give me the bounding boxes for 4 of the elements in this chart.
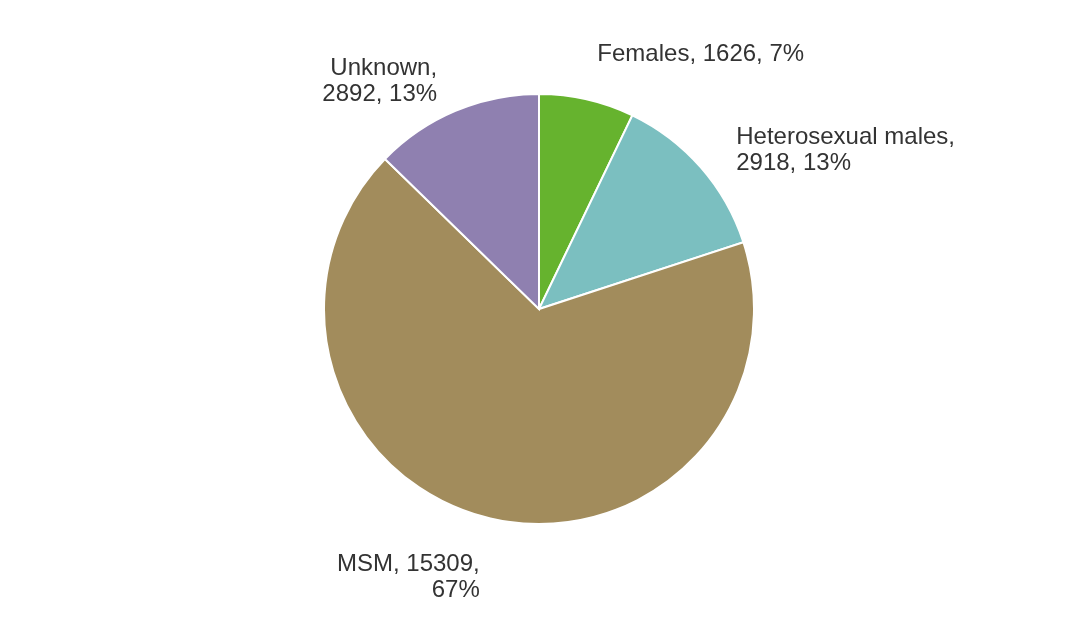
slice-label: Females, 1626, 7% [597, 38, 805, 66]
slice-label: MSM, 15309, 67% [337, 549, 480, 603]
slice-label: Unknown, 2892, 13% [322, 52, 438, 106]
slice-label: Heterosexual males, 2918, 13% [736, 121, 955, 175]
